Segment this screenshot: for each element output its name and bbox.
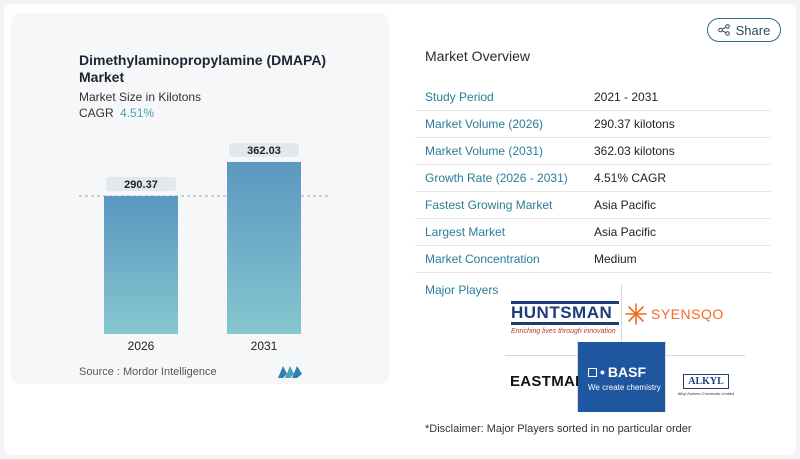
basf-dash: • <box>600 364 605 380</box>
syensqo-sunburst-icon <box>625 303 647 325</box>
overview-row-value: 4.51% CAGR <box>594 171 667 185</box>
cagr-row: CAGR 4.51% <box>79 106 154 120</box>
basf-square-icon <box>588 367 597 377</box>
share-icon <box>717 24 730 36</box>
disclaimer: *Disclaimer: Major Players sorted in no … <box>425 423 692 435</box>
chart-title: Dimethylaminopropylamine (DMAPA) Market <box>79 52 327 85</box>
category-label: 2031 <box>251 339 278 353</box>
overview-row-label: Largest Market <box>425 225 506 239</box>
bar-2031 <box>227 162 301 334</box>
huntsman-name: HUNTSMAN <box>511 303 613 322</box>
huntsman-logo: HUNTSMAN Enriching lives through innovat… <box>511 301 619 335</box>
share-button[interactable]: Share <box>707 18 781 42</box>
overview-row: Study Period 2021 - 2031 <box>415 84 771 111</box>
alkyl-logo: ALKYL Alkyl Amines Chemicals Limited <box>671 371 741 396</box>
logo-divider <box>621 285 622 347</box>
huntsman-tagline: Enriching lives through innovation <box>511 328 616 335</box>
syensqo-name: SYENSQO <box>651 306 724 322</box>
logo-divider <box>577 341 578 411</box>
chart-subtitle: Market Size in Kilotons <box>79 90 202 104</box>
overview-table: Study Period 2021 - 2031 Market Volume (20… <box>415 84 771 273</box>
value-label: 290.37 <box>124 179 158 191</box>
overview-row-label: Study Period <box>425 90 494 104</box>
overview-row-label: Fastest Growing Market <box>425 198 553 212</box>
player-logos: HUNTSMAN Enriching lives through innovat… <box>505 285 745 415</box>
overview-row-value: Medium <box>594 252 637 266</box>
overview-title: Market Overview <box>425 48 531 64</box>
share-label: Share <box>735 22 771 38</box>
overview-row-label: Market Volume (2026) <box>425 117 544 131</box>
source-note: Source : Mordor Intelligence <box>79 366 217 378</box>
overview-row-value: 2021 - 2031 <box>594 90 659 104</box>
value-label-bg <box>229 143 299 157</box>
basf-logo: • BASF We create chemistry <box>578 342 665 412</box>
value-label: 362.03 <box>247 145 281 157</box>
overview-row: Largest Market Asia Pacific <box>415 219 771 246</box>
eastman-name: EASTMAN <box>510 373 587 390</box>
major-players-label: Major Players <box>425 283 499 297</box>
cagr-value: 4.51% <box>120 106 155 120</box>
overview-row: Market Concentration Medium <box>415 246 771 273</box>
alkyl-tagline: Alkyl Amines Chemicals Limited <box>677 391 735 396</box>
overview-row-value: Asia Pacific <box>594 225 657 239</box>
chart-card <box>11 13 389 384</box>
overview-row-value: 362.03 kilotons <box>594 144 675 158</box>
category-label: 2026 <box>128 339 155 353</box>
basf-name: BASF <box>607 364 647 380</box>
overview-row-label: Market Volume (2031) <box>425 144 544 158</box>
alkyl-name: ALKYL <box>683 374 729 389</box>
eastman-logo: EASTMAN <box>510 373 586 390</box>
value-label-bg <box>106 177 176 192</box>
cagr-label: CAGR <box>79 106 114 120</box>
overview-row: Market Volume (2031) 362.03 kilotons <box>415 138 771 165</box>
overview-row-value: 290.37 kilotons <box>594 117 675 131</box>
overview-row: Growth Rate (2026 - 2031) 4.51% CAGR <box>415 165 771 192</box>
overview-row-label: Growth Rate (2026 - 2031) <box>425 171 568 185</box>
mordor-intelligence-logo-icon <box>278 366 302 378</box>
syensqo-logo: SYENSQO <box>625 303 735 325</box>
logo-divider <box>665 341 666 411</box>
basf-tagline: We create chemistry <box>588 383 661 392</box>
overview-row: Market Volume (2026) 290.37 kilotons <box>415 111 771 138</box>
overview-row: Fastest Growing Market Asia Pacific <box>415 192 771 219</box>
bar-2026 <box>104 196 178 334</box>
overview-row-label: Market Concentration <box>425 252 540 266</box>
overview-row-value: Asia Pacific <box>594 198 657 212</box>
